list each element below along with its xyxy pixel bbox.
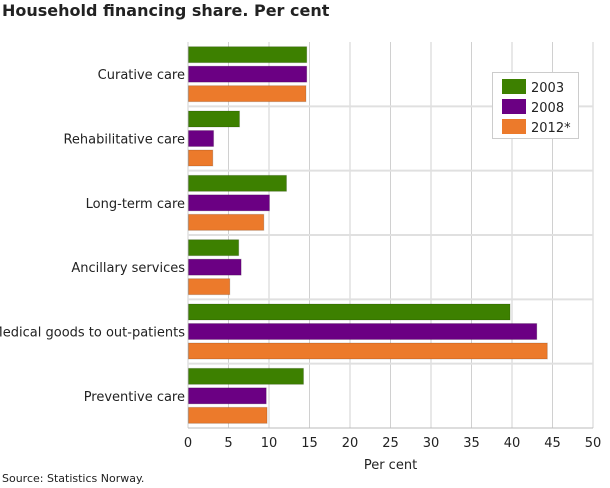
x-tick-label: 25: [382, 436, 399, 451]
x-tick-label: 5: [224, 436, 232, 451]
category-label: Rehabilitative care: [63, 133, 185, 148]
x-tick-label: 0: [184, 436, 192, 451]
x-tick-label: 50: [585, 436, 602, 451]
x-tick-label: 40: [504, 436, 521, 451]
x-tick-label: 20: [342, 436, 359, 451]
x-tick-label: 15: [301, 436, 318, 451]
x-tick-label: 45: [544, 436, 561, 451]
bar-2008-0: [188, 65, 308, 83]
x-axis-label: Per cent: [364, 458, 417, 473]
bar-2003-3: [188, 239, 240, 257]
bar-2003-5: [188, 367, 305, 385]
bar-2012-4: [188, 342, 548, 360]
category-label: Preventive care: [84, 390, 185, 405]
legend-swatch: [502, 79, 526, 94]
bar-2008-2: [188, 194, 270, 212]
chart-title: Household financing share. Per cent: [2, 1, 330, 20]
legend-swatch: [502, 99, 526, 114]
bar-2003-0: [188, 46, 308, 64]
bar-2012-0: [188, 85, 307, 103]
legend: 2003 2008 2012*: [492, 72, 579, 139]
category-label: Curative care: [98, 68, 185, 83]
x-tick-label: 30: [423, 436, 440, 451]
bar-2003-2: [188, 174, 288, 192]
x-tick-label: 35: [463, 436, 480, 451]
category-label: Medical goods to out-patients: [0, 326, 185, 341]
bar-2003-1: [188, 110, 241, 128]
bar-2012-1: [188, 149, 214, 167]
bar-2008-5: [188, 387, 267, 405]
legend-label: 2003: [531, 81, 564, 96]
category-label: Ancillary services: [71, 261, 185, 276]
legend-swatch: [502, 119, 526, 134]
legend-label: 2008: [531, 101, 564, 116]
legend-label: 2012*: [531, 121, 571, 136]
bar-2012-2: [188, 213, 265, 231]
bar-2008-3: [188, 258, 242, 276]
bar-2003-4: [188, 303, 511, 321]
bar-2008-4: [188, 323, 538, 340]
category-label: Long-term care: [86, 197, 185, 212]
x-tick-label: 10: [261, 436, 278, 451]
bar-2012-5: [188, 406, 268, 424]
bar-2012-3: [188, 278, 231, 296]
source-note: Source: Statistics Norway.: [2, 472, 145, 485]
bar-2008-1: [188, 130, 215, 147]
